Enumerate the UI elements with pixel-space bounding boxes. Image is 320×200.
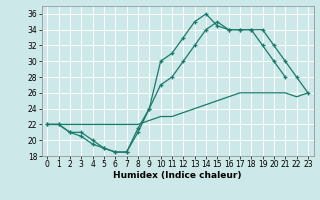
X-axis label: Humidex (Indice chaleur): Humidex (Indice chaleur) [113,171,242,180]
